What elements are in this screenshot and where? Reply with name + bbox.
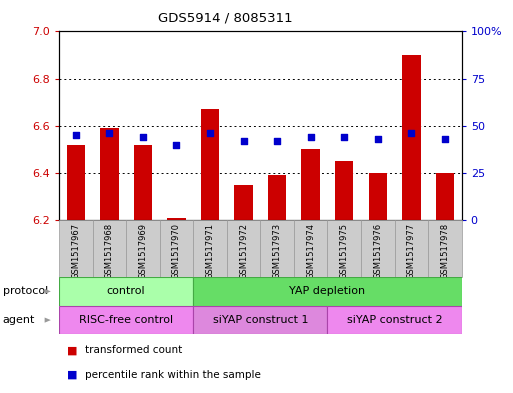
Bar (327, 306, 462, 334)
Bar (394, 220, 428, 277)
Text: GSM1517977: GSM1517977 (407, 223, 416, 279)
Point (407, 130, 416, 136)
Text: protocol: protocol (3, 286, 48, 296)
Point (441, 136, 449, 142)
Text: GSM1517970: GSM1517970 (172, 223, 181, 279)
Bar (193, 220, 227, 277)
Text: GSM1517976: GSM1517976 (373, 223, 382, 279)
Bar (268, 175, 286, 220)
Bar (234, 185, 253, 220)
Text: YAP depletion: YAP depletion (289, 286, 366, 296)
Text: GSM1517968: GSM1517968 (105, 223, 114, 279)
Point (273, 138, 281, 144)
Bar (160, 220, 193, 277)
Bar (92, 220, 126, 277)
Bar (335, 161, 353, 220)
Point (139, 134, 147, 140)
Bar (302, 149, 320, 220)
Text: GSM1517973: GSM1517973 (272, 223, 282, 279)
Bar (260, 220, 294, 277)
Point (340, 134, 348, 140)
Bar (193, 306, 327, 334)
Bar (126, 220, 160, 277)
Text: GSM1517967: GSM1517967 (71, 223, 80, 279)
Bar (100, 128, 119, 220)
Text: siYAP construct 2: siYAP construct 2 (347, 315, 442, 325)
Text: control: control (107, 286, 145, 296)
Bar (59, 306, 193, 334)
Point (172, 141, 181, 148)
Point (240, 138, 248, 144)
Bar (201, 109, 219, 220)
Bar (67, 145, 85, 220)
Text: agent: agent (3, 315, 35, 325)
Point (307, 134, 315, 140)
Text: ■: ■ (67, 369, 77, 380)
Bar (167, 218, 186, 220)
Text: ■: ■ (67, 345, 77, 355)
Text: GSM1517971: GSM1517971 (206, 223, 214, 279)
Text: siYAP construct 1: siYAP construct 1 (212, 315, 308, 325)
Text: GDS5914 / 8085311: GDS5914 / 8085311 (159, 12, 293, 25)
Point (105, 130, 113, 136)
Bar (361, 220, 394, 277)
Point (72, 132, 80, 138)
Text: RISC-free control: RISC-free control (79, 315, 173, 325)
Bar (134, 145, 152, 220)
Text: GSM1517969: GSM1517969 (139, 223, 147, 279)
Bar (436, 173, 454, 220)
Bar (428, 220, 462, 277)
Text: transformed count: transformed count (85, 345, 182, 355)
Text: GSM1517974: GSM1517974 (306, 223, 315, 279)
Bar (59, 277, 193, 306)
Bar (227, 220, 260, 277)
Bar (193, 277, 462, 306)
Text: percentile rank within the sample: percentile rank within the sample (85, 369, 261, 380)
Bar (327, 220, 361, 277)
Text: GSM1517975: GSM1517975 (340, 223, 349, 279)
Bar (402, 55, 421, 220)
Point (373, 136, 382, 142)
Bar (59, 220, 92, 277)
Bar (294, 220, 327, 277)
Bar (368, 173, 387, 220)
Text: GSM1517978: GSM1517978 (441, 223, 449, 279)
Text: GSM1517972: GSM1517972 (239, 223, 248, 279)
Point (206, 130, 214, 136)
